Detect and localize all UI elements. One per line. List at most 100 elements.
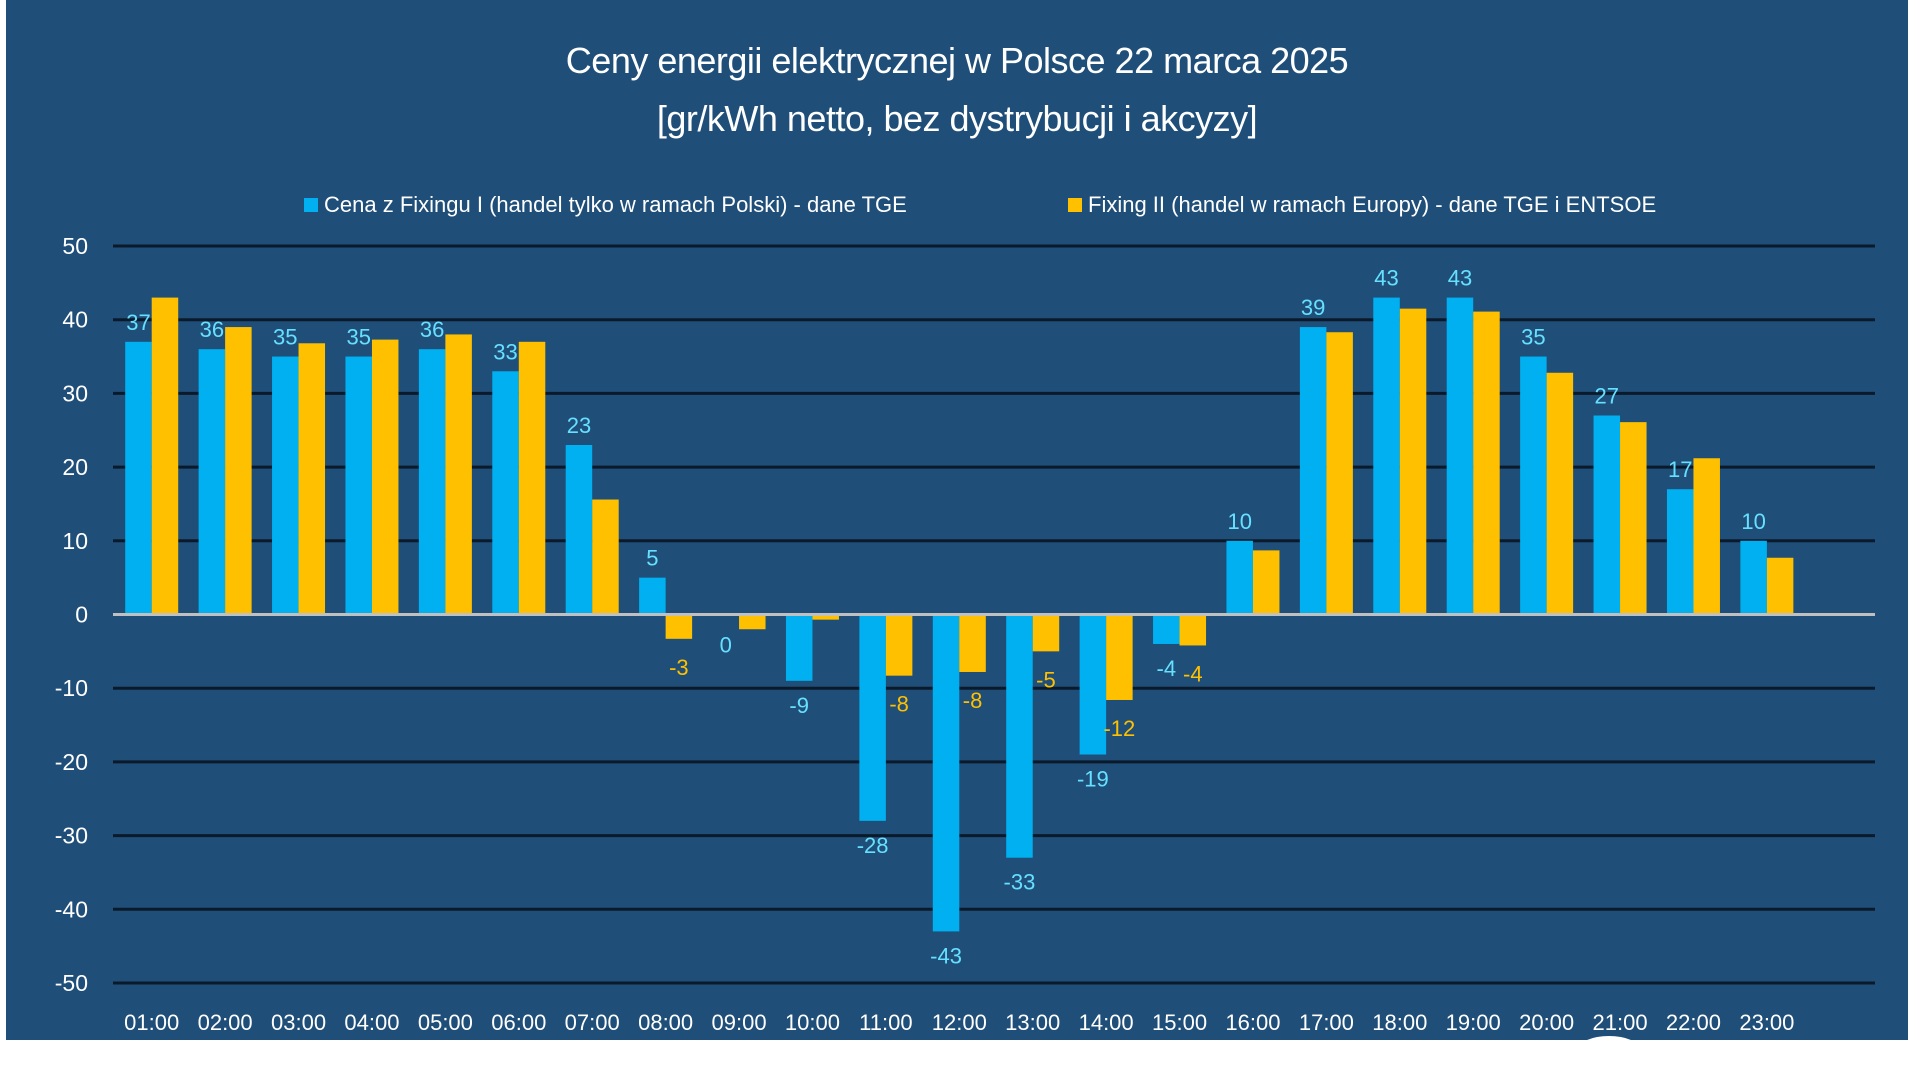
bar-fixing-2 [1546, 372, 1574, 615]
bar-fixing-2 [1106, 614, 1133, 700]
bar-fixing-2 [959, 614, 986, 672]
x-tick-label: 14:00 [1079, 1010, 1134, 1035]
bar-fixing-2 [298, 343, 326, 615]
bar-fixing-2 [1620, 422, 1647, 615]
y-tick-label: 10 [62, 528, 88, 554]
data-labels: 37 36 35 35 36 33 23 5 -3 0 -9 -28 -8 -43 -8 -33 -5 -19 -1… [126, 266, 1766, 969]
bar-fixing-2 [518, 341, 546, 615]
data-label-fixing-1: 43 [1448, 266, 1472, 291]
legend-label-fixing-2: Fixing II (handel w ramach Europy) - dan… [1088, 192, 1657, 217]
bar-fixing-1 [1520, 356, 1547, 615]
x-tick-label: 08:00 [638, 1010, 693, 1035]
data-label-fixing-1: 27 [1595, 384, 1619, 409]
bar-fixing-2 [225, 327, 252, 615]
bar-fixing-1 [639, 577, 666, 615]
x-tick-label: 07:00 [565, 1010, 620, 1035]
bar-fixing-2 [1766, 557, 1794, 615]
data-label-fixing-1: 39 [1301, 295, 1325, 320]
bar-fixing-2 [1399, 308, 1427, 615]
bar-fixing-1 [272, 356, 299, 615]
data-label-fixing-1: 5 [646, 546, 658, 571]
gridlines [113, 244, 1875, 985]
y-tick-label: -30 [55, 823, 88, 849]
data-label-fixing-2: -3 [669, 655, 689, 680]
data-label-fixing-1: -33 [1004, 870, 1036, 895]
data-label-fixing-2: -8 [889, 692, 909, 717]
y-tick-label: 50 [62, 233, 88, 259]
y-axis-ticks: 50 40 30 20 10 0 -10 -20 -30 -40 -50 [55, 233, 88, 996]
bar-fixing-2 [371, 339, 399, 615]
data-label-fixing-1: -4 [1157, 656, 1177, 681]
data-label-fixing-1: 35 [346, 325, 370, 350]
data-label-fixing-2: -4 [1183, 661, 1203, 686]
data-label-fixing-1: 10 [1741, 509, 1765, 534]
data-label-fixing-1: 10 [1227, 509, 1251, 534]
bar-fixing-2 [592, 499, 619, 615]
bar-fixing-1 [492, 371, 519, 615]
x-tick-label: 01:00 [124, 1010, 179, 1035]
data-label-fixing-1: 36 [200, 317, 224, 342]
chart-subtitle: [gr/kWh netto, bez dystrybucji i akcyzy] [656, 98, 1258, 139]
x-tick-label: 05:00 [418, 1010, 473, 1035]
data-label-fixing-1: -28 [857, 833, 889, 858]
x-tick-label: 16:00 [1225, 1010, 1280, 1035]
bar-fixing-1 [198, 349, 226, 615]
chart-title: Ceny energii elektrycznej w Polsce 22 ma… [565, 40, 1349, 81]
y-tick-label: 20 [62, 454, 88, 480]
bar-fixing-2 [1252, 550, 1280, 615]
legend-swatch-fixing-2 [1068, 198, 1082, 212]
bar-fixing-2 [739, 614, 766, 630]
data-label-fixing-1: 0 [720, 633, 732, 658]
bar-fixing-1 [785, 614, 813, 681]
bar-fixing-1 [1226, 540, 1253, 615]
legend-item-fixing-2: Fixing II (handel w ramach Europy) - dan… [1068, 192, 1656, 218]
bar-fixing-2 [445, 334, 472, 615]
bar-fixing-1 [345, 356, 372, 615]
bar-fixing-2 [665, 614, 693, 639]
y-tick-label: 30 [62, 380, 88, 406]
x-tick-label: 10:00 [785, 1010, 840, 1035]
y-tick-label: -50 [55, 970, 88, 996]
data-label-fixing-1: -19 [1077, 767, 1109, 792]
y-tick-label: 0 [75, 602, 88, 628]
x-tick-label: 11:00 [859, 1010, 912, 1035]
data-label-fixing-1: 43 [1374, 266, 1398, 291]
legend-swatch-fixing-1 [304, 198, 318, 212]
data-label-fixing-1: -9 [789, 693, 809, 718]
bar-fixing-1 [1373, 297, 1400, 615]
data-label-fixing-2: -5 [1036, 667, 1056, 692]
x-axis-ticks: 01:00 02:00 03:00 04:00 05:00 06:00 07:00 08:00… [124, 1010, 1794, 1035]
y-tick-label: -40 [55, 896, 88, 922]
bar-fixing-1 [1666, 489, 1694, 615]
data-label-fixing-1: 35 [1521, 325, 1545, 350]
legend-label-fixing-1: Cena z Fixingu I (handel tylko w ramach … [324, 192, 907, 217]
data-label-fixing-1: 23 [567, 413, 591, 438]
data-label-fixing-1: 37 [126, 310, 150, 335]
x-tick-label: 15:00 [1152, 1010, 1207, 1035]
x-tick-label: 13:00 [1005, 1010, 1060, 1035]
x-tick-label: 20:00 [1519, 1010, 1574, 1035]
data-label-fixing-1: 35 [273, 325, 297, 350]
legend-item-fixing-1: Cena z Fixingu I (handel tylko w ramach … [304, 192, 907, 218]
bar-fixing-2 [1179, 614, 1207, 646]
bar-fixing-1 [565, 444, 593, 615]
y-tick-label: -20 [55, 749, 88, 775]
x-tick-label: 09:00 [712, 1010, 767, 1035]
x-tick-label: 18:00 [1372, 1010, 1427, 1035]
x-tick-label: 03:00 [271, 1010, 326, 1035]
bars [125, 297, 1794, 932]
bar-fixing-2 [1032, 614, 1060, 652]
data-label-fixing-1: -43 [930, 943, 962, 968]
y-tick-label: -10 [55, 675, 88, 701]
x-tick-label: 17:00 [1299, 1010, 1354, 1035]
bar-fixing-1 [125, 341, 152, 615]
bar-fixing-2 [1473, 311, 1500, 615]
x-tick-label: 04:00 [344, 1010, 399, 1035]
bar-fixing-1 [932, 614, 960, 932]
data-label-fixing-1: 33 [493, 339, 517, 364]
data-label-fixing-1: 36 [420, 317, 444, 342]
data-label-fixing-1: 17 [1668, 457, 1692, 482]
bar-fixing-1 [1079, 614, 1107, 755]
x-tick-label: 21:00 [1593, 1010, 1648, 1035]
